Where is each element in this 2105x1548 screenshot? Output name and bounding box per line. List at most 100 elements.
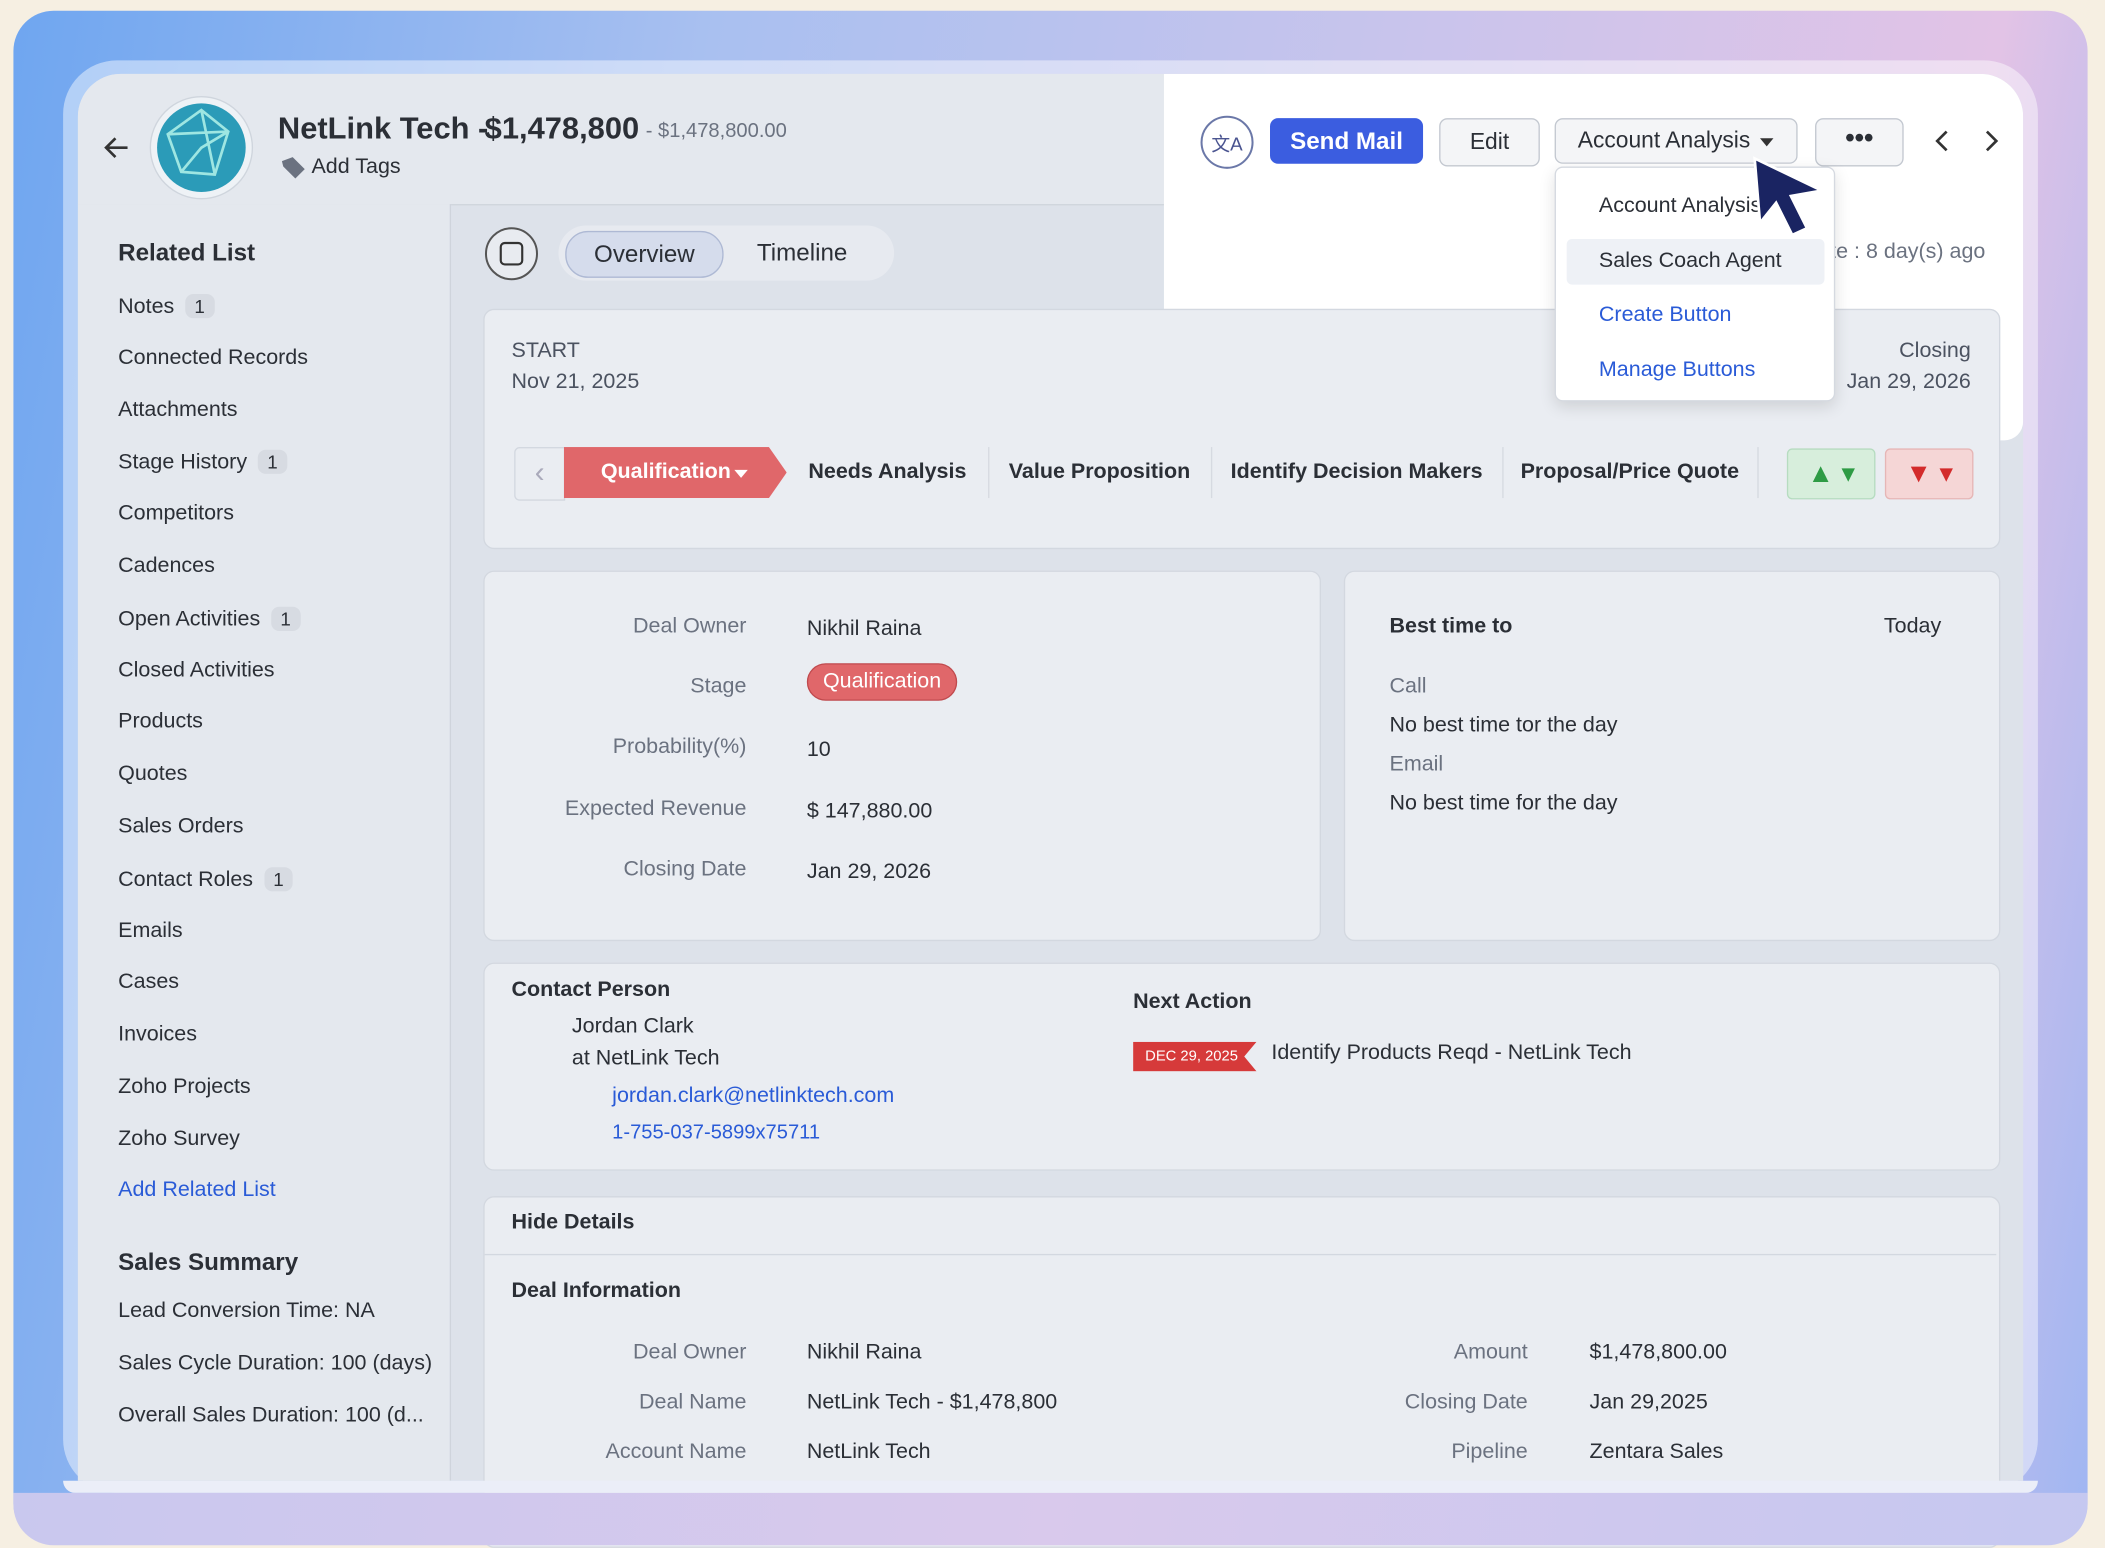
related-item-label: Sales Orders	[118, 814, 244, 838]
related-item[interactable]: Connected Records	[118, 346, 308, 370]
email-label: Email	[1389, 753, 1444, 776]
field-value: $ 147,880.00	[806, 800, 933, 823]
dropdown-item[interactable]: Account Analysis	[1598, 194, 1762, 218]
add-tags[interactable]: Add Tags	[311, 155, 401, 179]
won-button[interactable]: ▲ ▾	[1786, 448, 1876, 500]
field-value: Nikhil Raina	[806, 1341, 922, 1364]
record-title: NetLink Tech -	[277, 110, 489, 145]
stage-prev[interactable]: ‹	[514, 447, 566, 501]
stage-step[interactable]: Proposal/Price Quote	[1502, 447, 1759, 499]
related-item[interactable]: Stage History 1	[118, 450, 288, 476]
stage-pill: Qualification	[806, 663, 958, 701]
related-item-label: Connected Records	[118, 346, 308, 369]
tab-overview[interactable]: Overview	[565, 230, 724, 278]
start-label: START	[511, 339, 580, 363]
field-label: Deal Owner	[633, 614, 747, 638]
next-action-text[interactable]: Identify Products Reqd - NetLink Tech	[1271, 1041, 1632, 1065]
related-item[interactable]: Products	[118, 711, 203, 735]
related-item-label: Closed Activities	[118, 658, 275, 682]
caret	[1760, 138, 1774, 147]
field-label: Stage	[690, 675, 747, 699]
panel-toggle[interactable]	[484, 227, 539, 281]
field-label: Amount	[1453, 1341, 1528, 1364]
related-item[interactable]: Notes 1	[118, 294, 215, 320]
field-value: NetLink Tech	[806, 1440, 931, 1464]
stage-step[interactable]: Identify Decision Makers	[1211, 447, 1504, 499]
count-badge: 1	[270, 606, 301, 631]
related-item[interactable]: Invoices	[118, 1023, 197, 1047]
edit-button[interactable]: Edit	[1439, 118, 1540, 167]
email-value: No best time for the day	[1389, 792, 1618, 815]
field-label: Pipeline	[1451, 1440, 1528, 1464]
tab-timeline[interactable]: Timeline	[756, 238, 848, 266]
send-mail-button[interactable]: Send Mail	[1270, 118, 1424, 164]
best-time-title: Best time to	[1389, 614, 1513, 638]
related-item-label: Stage History	[118, 451, 248, 475]
call-label: Call	[1389, 675, 1427, 699]
account-analysis-button[interactable]: Account Analysis	[1554, 118, 1798, 164]
contact-company: at NetLink Tech	[571, 1047, 720, 1070]
count-badge: 1	[184, 294, 215, 319]
next-action-title: Next Action	[1133, 990, 1252, 1014]
field-value: NetLink Tech - $1,478,800	[806, 1390, 1058, 1414]
field-label: Expected Revenue	[564, 797, 747, 821]
related-list-title: Related List	[118, 238, 256, 266]
call-value: No best time tor the day	[1389, 714, 1618, 738]
related-item[interactable]: Emails	[118, 919, 182, 943]
stage-step[interactable]: Qualification	[563, 447, 787, 499]
contact-name[interactable]: Jordan Clark	[571, 1014, 694, 1038]
stage-step[interactable]: Needs Analysis	[787, 447, 990, 499]
related-item[interactable]: Competitors	[118, 502, 234, 526]
related-item-label: Zoho Projects	[118, 1075, 251, 1099]
hide-details[interactable]: Hide Details	[511, 1210, 635, 1234]
count-badge: 1	[257, 450, 288, 475]
field-value: Zentara Sales	[1589, 1440, 1724, 1464]
stage-step[interactable]: Value Proposition	[988, 447, 1213, 499]
nav-arrows[interactable]	[1935, 130, 1999, 152]
best-time-today: Today	[1883, 614, 1942, 638]
related-item-label: Emails	[118, 919, 183, 942]
summary-item: Lead Conversion Time: NA	[118, 1299, 375, 1323]
back-icon[interactable]	[104, 137, 128, 159]
backdrop-bottom	[13, 1492, 2088, 1546]
related-item[interactable]: Cases	[118, 971, 179, 995]
related-item[interactable]: Open Activities 1	[118, 606, 301, 633]
related-item[interactable]: Quotes	[118, 763, 187, 787]
translate-icon[interactable]	[1200, 115, 1254, 169]
field-value: Jan 29,2025	[1589, 1390, 1708, 1414]
contact-email[interactable]: jordan.clark@netlinktech.com	[612, 1084, 895, 1108]
add-related-list[interactable]: Add Related List	[118, 1178, 276, 1202]
contact-phone[interactable]: 1-755-037-5899x75711	[612, 1120, 821, 1144]
related-item-label: Cases	[118, 971, 180, 994]
related-item-label: Attachments	[118, 398, 238, 421]
summary-item: Overall Sales Duration: 100 (d...	[118, 1404, 424, 1428]
frame-bottom	[63, 1480, 2038, 1493]
stage-caret	[734, 469, 748, 478]
related-item[interactable]: Contact Roles 1	[118, 866, 294, 893]
related-item-label: Competitors	[118, 502, 234, 526]
sales-summary-title: Sales Summary	[118, 1248, 299, 1276]
field-label: Deal Name	[638, 1390, 747, 1414]
related-item[interactable]: Attachments	[118, 398, 237, 422]
dropdown-item[interactable]: Sales Coach Agent	[1566, 238, 1825, 284]
related-item-label: Cadences	[118, 554, 215, 578]
lost-button[interactable]: ▼ ▾	[1884, 448, 1974, 500]
translate-glyph: 文A	[1211, 133, 1243, 154]
related-item[interactable]: Cadences	[118, 554, 215, 578]
dropdown-item[interactable]: Manage Buttons	[1598, 357, 1756, 381]
closing-date: Jan 29, 2026	[1846, 370, 1971, 394]
field-value: Jan 29, 2026	[806, 860, 932, 884]
deal-card	[483, 570, 1322, 942]
more-button[interactable]: •••	[1815, 118, 1904, 167]
sidebar	[77, 204, 452, 1481]
related-item-label: Quotes	[118, 762, 188, 786]
related-item[interactable]: Closed Activities	[118, 659, 274, 683]
related-item[interactable]: Zoho Projects	[118, 1075, 251, 1099]
contact-title: Contact Person	[511, 978, 671, 1002]
dropdown-item[interactable]: Create Button	[1598, 303, 1732, 327]
record-amount: $1,478,800	[484, 110, 640, 145]
related-item[interactable]: Sales Orders	[118, 815, 243, 839]
start-date: Nov 21, 2025	[511, 370, 640, 394]
related-item[interactable]: Zoho Survey	[118, 1127, 240, 1151]
